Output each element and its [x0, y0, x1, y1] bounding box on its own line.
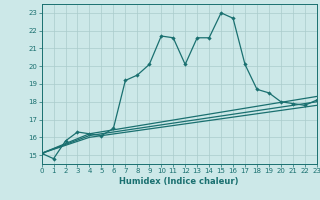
X-axis label: Humidex (Indice chaleur): Humidex (Indice chaleur) [119, 177, 239, 186]
